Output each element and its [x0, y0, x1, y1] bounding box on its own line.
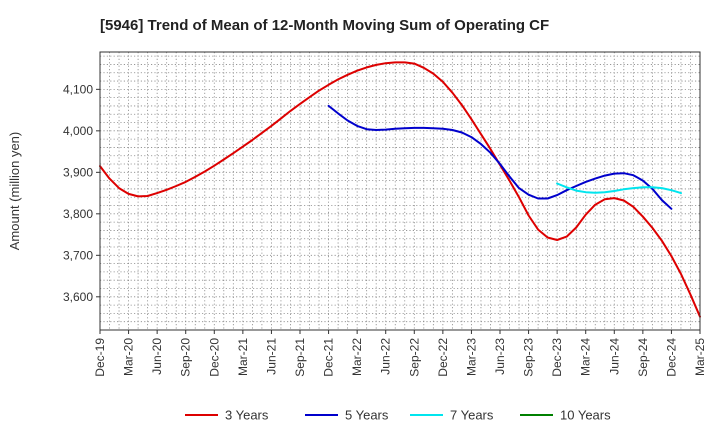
- x-tick-label: Sep-24: [636, 338, 650, 377]
- x-tick-label: Dec-19: [93, 338, 107, 377]
- y-tick-label: 4,000: [63, 124, 93, 138]
- legend-label: 7 Years: [450, 408, 494, 423]
- plot-border: [99, 51, 701, 331]
- y-axis: 3,600 3,700 3,800 3,900 4,000 4,100: [63, 82, 100, 304]
- plot-area: [100, 52, 700, 330]
- x-tick-label: Mar-21: [236, 338, 250, 376]
- y-tick-label: 3,600: [63, 290, 93, 304]
- y-tick-label: 3,900: [63, 165, 93, 179]
- x-tick-label: Sep-23: [522, 338, 536, 377]
- x-tick-label: Mar-25: [693, 338, 707, 376]
- x-tick-label: Dec-23: [550, 338, 564, 377]
- x-tick-label: Dec-20: [207, 338, 221, 377]
- y-tick-label: 3,800: [63, 207, 93, 221]
- y-axis-label: Amount (million yen): [7, 132, 22, 251]
- x-tick-label: Sep-22: [407, 338, 421, 377]
- legend-label: 3 Years: [225, 408, 269, 423]
- x-tick-label: Jun-23: [493, 338, 507, 375]
- series-line-7-years: [556, 182, 682, 195]
- x-tick-label: Dec-21: [322, 338, 336, 377]
- legend: 3 Years 5 Years 7 Years 10 Years: [185, 408, 611, 423]
- series-line-5-years: [327, 104, 673, 210]
- legend-label: 5 Years: [345, 408, 389, 423]
- x-tick-label: Sep-20: [179, 338, 193, 377]
- x-tick-label: Jun-24: [607, 338, 621, 375]
- x-tick-label: Jun-21: [264, 338, 278, 375]
- chart-title: [5946] Trend of Mean of 12-Month Moving …: [100, 17, 549, 34]
- x-tick-label: Jun-20: [150, 338, 164, 375]
- x-axis: Dec-19 Mar-20 Jun-20 Sep-20 Dec-20 Mar-21 Jun-…: [93, 330, 707, 377]
- x-tick-label: Jun-22: [379, 338, 393, 375]
- y-tick-label: 3,700: [63, 248, 93, 262]
- series-line-3-years: [99, 61, 701, 318]
- x-tick-label: Sep-21: [293, 338, 307, 377]
- y-tick-label: 4,100: [63, 82, 93, 96]
- x-tick-label: Dec-22: [436, 338, 450, 377]
- x-tick-label: Mar-22: [350, 338, 364, 376]
- x-tick-label: Dec-24: [664, 338, 678, 377]
- x-tick-label: Mar-20: [122, 338, 136, 376]
- x-tick-label: Mar-24: [579, 338, 593, 376]
- series-group: [99, 61, 701, 318]
- x-tick-label: Mar-23: [464, 338, 478, 376]
- grid: [100, 52, 700, 330]
- legend-label: 10 Years: [560, 408, 611, 423]
